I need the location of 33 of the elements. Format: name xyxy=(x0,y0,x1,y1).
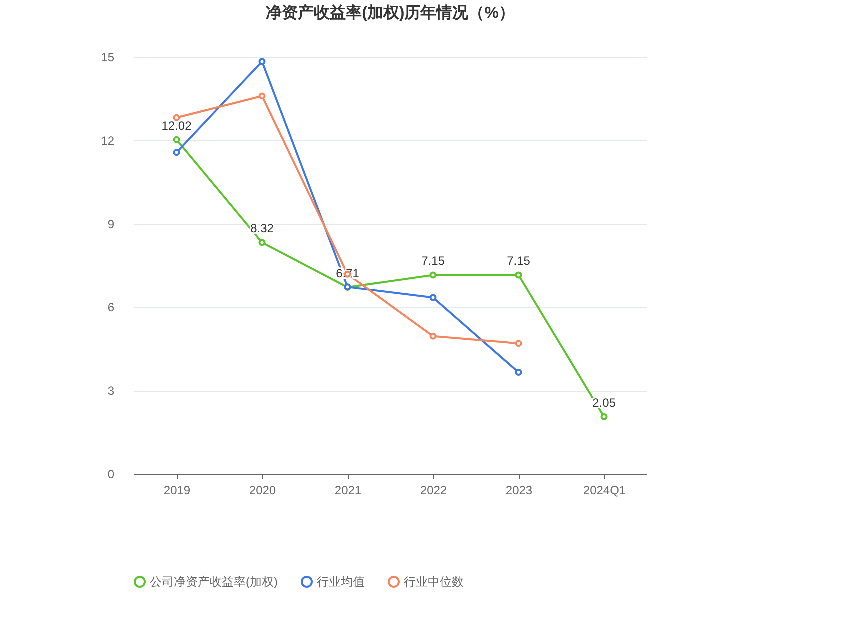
y-tick-label: 6 xyxy=(108,300,115,315)
x-tick-label: 2020 xyxy=(249,484,276,498)
point xyxy=(430,332,437,340)
data-label: 8.32 xyxy=(250,222,274,236)
point xyxy=(258,239,266,246)
data-label: 7.15 xyxy=(507,254,531,268)
legend-label: 行业均值 xyxy=(317,575,365,589)
y-tick-label: 15 xyxy=(101,50,115,64)
legend-label: 行业中位数 xyxy=(404,575,464,589)
point xyxy=(430,294,437,302)
point xyxy=(430,272,437,279)
point xyxy=(258,92,266,100)
point xyxy=(173,114,180,122)
point xyxy=(600,414,608,421)
data-label: 12.02 xyxy=(162,118,192,133)
x-tick-label: 2023 xyxy=(506,484,533,498)
point xyxy=(173,149,180,156)
x-tick-label: 2022 xyxy=(420,484,448,498)
x-tick-label: 2024Q1 xyxy=(583,484,626,498)
point xyxy=(173,136,180,144)
data-label: 7.15 xyxy=(422,254,446,268)
point xyxy=(515,340,522,348)
point xyxy=(515,369,522,376)
y-tick-label: 0 xyxy=(108,468,115,482)
legend-label: 公司净资产收益率(加权) xyxy=(150,575,278,589)
y-tick-label: 3 xyxy=(108,384,115,398)
x-tick-label: 2019 xyxy=(164,484,191,498)
point xyxy=(515,272,522,279)
y-tick-label: 9 xyxy=(108,217,115,232)
x-tick-label: 2021 xyxy=(334,484,362,498)
point xyxy=(258,58,266,66)
y-tick-label: 12 xyxy=(101,134,115,148)
chart-title: 净资产收益率(加权)历年情况（%） xyxy=(266,3,515,22)
